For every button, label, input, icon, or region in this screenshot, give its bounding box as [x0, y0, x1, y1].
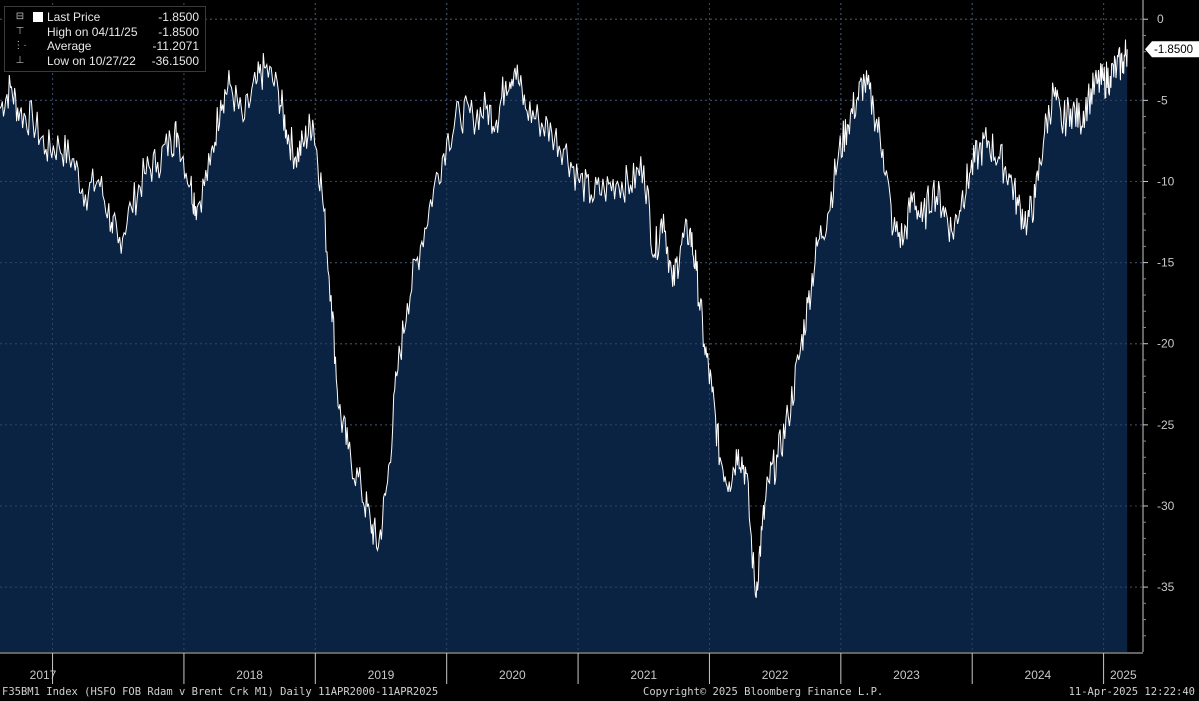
high-marker-icon: ⊤ — [15, 25, 25, 37]
series-line-last-price — [0, 39, 1128, 598]
legend-value: -36.1500 — [151, 53, 199, 68]
y-tick-label: -10 — [1157, 174, 1175, 188]
legend-label: Average — [47, 39, 92, 53]
x-tick-label: 2023 — [893, 668, 920, 682]
legend-item-high: ⊤ High on 04/11/25 -1.8500 — [11, 25, 199, 40]
y-tick-label: -25 — [1157, 418, 1175, 432]
copyright-text: Copyright© 2025 Bloomberg Finance L.P. — [643, 686, 884, 698]
x-axis: 2017 2018 2019 2020 2021 2022 2023 2024 2025 — [0, 652, 1143, 684]
average-marker-icon: ⋮· — [13, 40, 27, 51]
legend-value: -1.8500 — [158, 10, 199, 24]
timestamp-text: 11-Apr-2025 12:22:40 — [1068, 686, 1195, 698]
white-swatch-icon — [33, 12, 43, 23]
y-tick-label: -15 — [1157, 256, 1175, 270]
y-tick-label: -30 — [1157, 499, 1175, 513]
last-price-tag-label: -1.8500 — [1154, 44, 1193, 56]
price-area — [0, 3, 1143, 652]
legend-item-low: ⊥ Low on 10/27/22 -36.1500 — [11, 54, 199, 69]
collapse-icon[interactable]: ⊟ — [15, 11, 25, 22]
y-tick-label: -20 — [1157, 337, 1175, 351]
price-line — [0, 39, 1128, 598]
legend-label: Last Price — [47, 10, 101, 24]
x-tick-label: 2021 — [630, 668, 657, 682]
last-price-tag-group: -1.8500 — [1145, 41, 1199, 58]
y-tick-label: -5 — [1157, 93, 1168, 107]
price-area-fill — [0, 39, 1128, 652]
y-tick-label: 0 — [1157, 12, 1164, 26]
legend-value: -11.2071 — [152, 39, 199, 53]
legend-label: Low on 10/27/22 — [47, 53, 136, 68]
x-tick-label: 2020 — [499, 668, 526, 682]
legend-item-average: ⋮· Average -11.2071 — [11, 39, 199, 54]
security-description: F35BM1 Index (HSFO FOB Rdam v Brent Crk … — [2, 686, 439, 698]
legend-value: -1.8500 — [158, 24, 199, 39]
x-tick-label: 2019 — [368, 668, 395, 682]
low-marker-icon: ⊥ — [15, 54, 25, 66]
x-tick-label: 2018 — [236, 668, 263, 682]
y-tick-label: -35 — [1157, 580, 1175, 594]
legend-item-last-price: ⊟ Last Price -1.8500 — [11, 10, 199, 25]
x-tick-label: 2017 — [30, 668, 57, 682]
x-tick-label: 2024 — [1025, 668, 1052, 682]
legend-box: ⊟ Last Price -1.8500 ⊤ High on 04/11/25 … — [4, 6, 206, 72]
x-tick-label: 2025 — [1110, 668, 1137, 682]
legend-label: High on 04/11/25 — [47, 24, 138, 39]
last-price-tag — [1145, 41, 1199, 58]
x-tick-label: 2022 — [762, 668, 789, 682]
y-axis: 0 -5 -10 -15 -20 -25 -30 -35 — [1142, 0, 1175, 652]
